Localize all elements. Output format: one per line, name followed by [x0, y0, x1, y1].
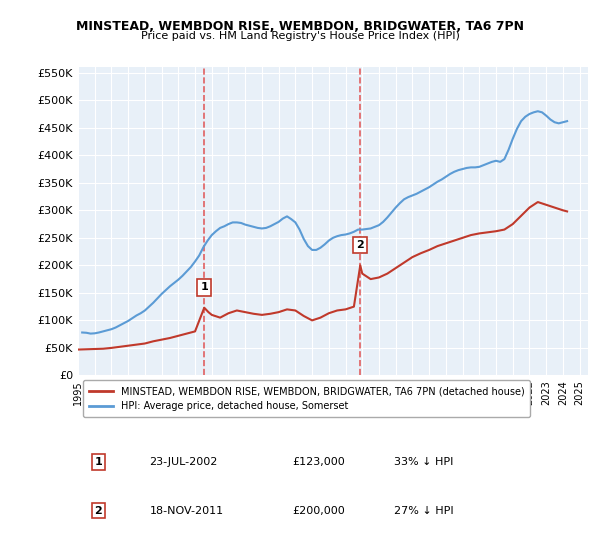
Text: 27% ↓ HPI: 27% ↓ HPI: [394, 506, 454, 516]
Text: 1: 1: [95, 457, 102, 467]
Text: 1: 1: [200, 282, 208, 292]
Text: 2: 2: [95, 506, 102, 516]
Text: Price paid vs. HM Land Registry's House Price Index (HPI): Price paid vs. HM Land Registry's House …: [140, 31, 460, 41]
Text: £123,000: £123,000: [292, 457, 345, 467]
Text: 33% ↓ HPI: 33% ↓ HPI: [394, 457, 454, 467]
Text: 2: 2: [356, 240, 364, 250]
Text: 23-JUL-2002: 23-JUL-2002: [149, 457, 218, 467]
Text: MINSTEAD, WEMBDON RISE, WEMBDON, BRIDGWATER, TA6 7PN: MINSTEAD, WEMBDON RISE, WEMBDON, BRIDGWA…: [76, 20, 524, 32]
Text: £200,000: £200,000: [292, 506, 345, 516]
Legend: MINSTEAD, WEMBDON RISE, WEMBDON, BRIDGWATER, TA6 7PN (detached house), HPI: Aver: MINSTEAD, WEMBDON RISE, WEMBDON, BRIDGWA…: [83, 380, 530, 417]
Text: 18-NOV-2011: 18-NOV-2011: [149, 506, 224, 516]
